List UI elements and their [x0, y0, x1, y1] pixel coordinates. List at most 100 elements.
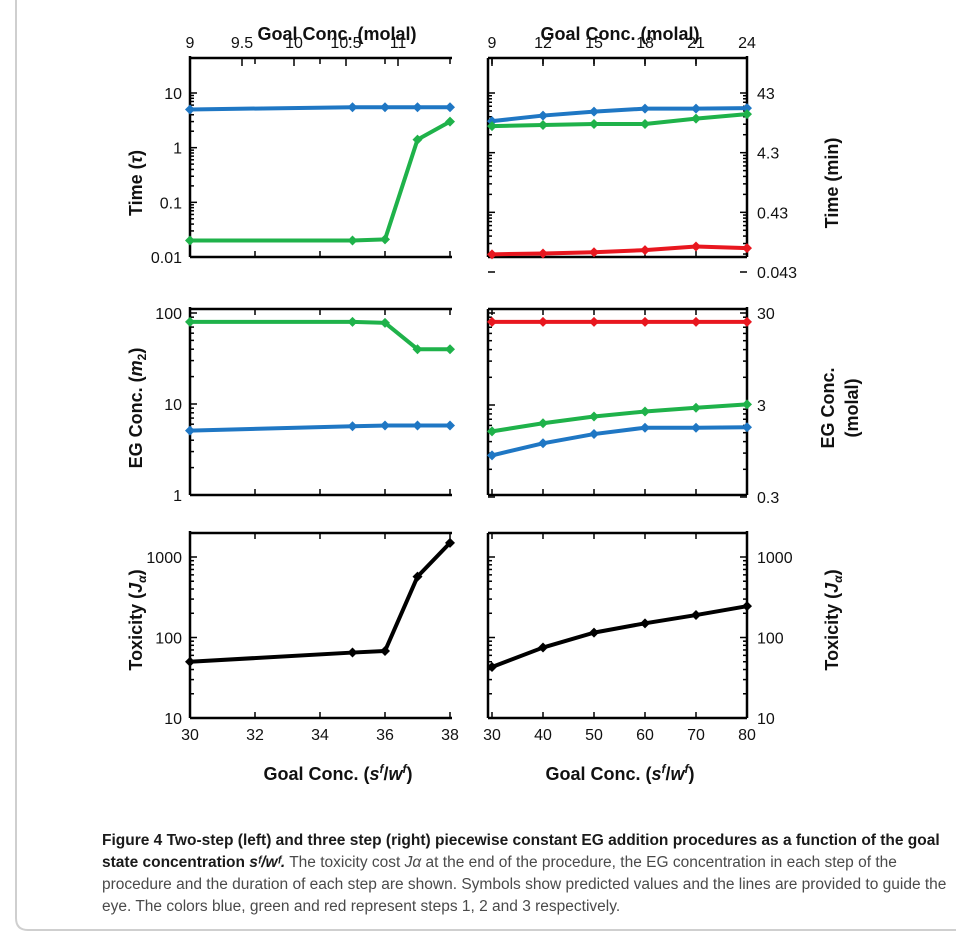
x-tick-label: 36: [376, 727, 394, 744]
data-point-step2: [185, 316, 195, 327]
x-top-tick-label: 18: [636, 35, 654, 52]
x-top-tick-label: 21: [687, 35, 705, 52]
panel-right-middle: 0.3 3 30: [486, 306, 779, 507]
right-title-eg-1: EG Conc.: [818, 367, 838, 448]
data-point-step3: [538, 316, 548, 327]
data-point-step3: [487, 316, 497, 327]
data-point-step2: [185, 235, 195, 246]
data-point-step2: [445, 116, 455, 127]
data-point-step1: [445, 420, 455, 431]
x-tick-label: 38: [441, 727, 459, 744]
y-tick-label: 1000: [146, 550, 182, 567]
panel-left-top: 0.01 0.1 1 10 9 9.5 10 10.5 11: [151, 35, 455, 267]
data-point-step1: [640, 422, 650, 433]
data-point-step2: [640, 118, 650, 129]
left-title-time: Time (τ): [126, 150, 146, 216]
data-point-step2: [691, 402, 701, 413]
data-point-step1: [412, 420, 423, 431]
data-point-toxicity: [742, 601, 752, 612]
data-point-step2: [742, 109, 752, 120]
top-axis-title-left: Goal Conc. (molal): [257, 24, 416, 44]
data-point-step1: [640, 103, 650, 114]
data-point-step1: [691, 103, 701, 114]
y-tick-label: 100: [155, 306, 182, 323]
x-top-tick-label: 12: [534, 35, 552, 52]
x-tick-label: 50: [585, 727, 603, 744]
data-point-step1: [347, 102, 358, 113]
x-tick-label: 40: [534, 727, 552, 744]
x-tick-label: 60: [636, 727, 654, 744]
panel-right-bottom: 10 100 1000 30 40 50 60 70 80: [483, 531, 793, 744]
series-line-step2: [190, 319, 450, 352]
data-point-step2: [347, 235, 358, 246]
data-point-step3: [589, 247, 599, 258]
y-tick-label: 100: [155, 631, 182, 648]
x-top-tick-label: 9: [186, 35, 195, 52]
data-point-step2: [380, 317, 390, 328]
data-point-step3: [691, 316, 701, 327]
data-point-toxicity: [412, 571, 423, 582]
panel-right-top: 0.043 0.43 4.3 43 9 12 15 18 21 24: [486, 35, 797, 282]
y-tick-label: 1: [173, 488, 182, 505]
series-line-step2: [190, 119, 451, 243]
series-line-step1: [491, 425, 748, 458]
data-point-step1: [185, 425, 195, 436]
y-tick-label: 10: [757, 711, 775, 728]
series-line-step2: [491, 112, 748, 129]
data-point-step2: [589, 118, 599, 129]
bottom-axis-title-left: Goal Conc. (sf/wf): [263, 762, 412, 784]
y-tick-label: 0.043: [757, 265, 797, 282]
data-point-step2: [742, 399, 752, 410]
data-point-step1: [742, 422, 752, 433]
data-point-step2: [538, 120, 548, 131]
caption-body-1: The toxicity cost: [285, 854, 405, 871]
data-point-step2: [380, 234, 390, 245]
y-tick-label: 0.1: [160, 195, 182, 212]
y-tick-label: 10: [164, 711, 182, 728]
x-top-tick-label: 9.5: [231, 35, 253, 52]
x-top-tick-label: 10: [285, 35, 303, 52]
data-point-step1: [185, 104, 195, 115]
data-point-step2: [691, 113, 701, 124]
caption-jalpha: Jα: [404, 854, 422, 871]
data-point-toxicity: [487, 662, 497, 673]
y-tick-label: 10: [164, 397, 182, 414]
data-point-step2: [445, 344, 455, 355]
data-point-step3: [742, 316, 752, 327]
data-point-toxicity: [185, 656, 195, 667]
data-point-step2: [347, 316, 358, 327]
data-point-step1: [589, 429, 599, 440]
x-tick-label: 30: [483, 727, 501, 744]
data-point-step3: [691, 241, 701, 252]
data-point-step3: [487, 249, 497, 260]
data-point-step2: [538, 418, 548, 429]
x-tick-label: 70: [687, 727, 705, 744]
x-top-tick-label: 24: [738, 35, 756, 52]
data-point-step1: [487, 450, 497, 461]
data-point-step1: [589, 106, 599, 117]
data-point-toxicity: [538, 642, 548, 653]
caption-variable: sᶠ/wᶠ.: [249, 854, 286, 871]
y-tick-label: 0.43: [757, 205, 788, 222]
data-point-toxicity: [691, 610, 701, 621]
data-point-step2: [640, 406, 650, 417]
data-point-step2: [412, 344, 423, 355]
series-line-step3: [491, 244, 748, 257]
caption-title: Two-step (left) and three step (right) p…: [102, 832, 940, 871]
y-tick-label: 30: [757, 306, 775, 323]
data-point-step2: [487, 121, 497, 132]
x-top-tick-label: 9: [488, 35, 497, 52]
data-point-step1: [347, 421, 358, 432]
series-line-step1: [189, 423, 450, 433]
bottom-axis-title-right: Goal Conc. (sf/wf): [545, 762, 694, 784]
data-point-toxicity: [445, 537, 455, 548]
x-tick-label: 30: [181, 727, 199, 744]
series-line-step2: [491, 402, 748, 434]
data-point-step1: [380, 102, 390, 113]
y-tick-label: 1: [173, 141, 182, 158]
panel-left-middle: 1 10 100: [155, 306, 455, 505]
right-title-toxicity: Toxicity (Jα): [822, 569, 845, 670]
top-axis-title-right: Goal Conc. (molal): [540, 24, 699, 44]
